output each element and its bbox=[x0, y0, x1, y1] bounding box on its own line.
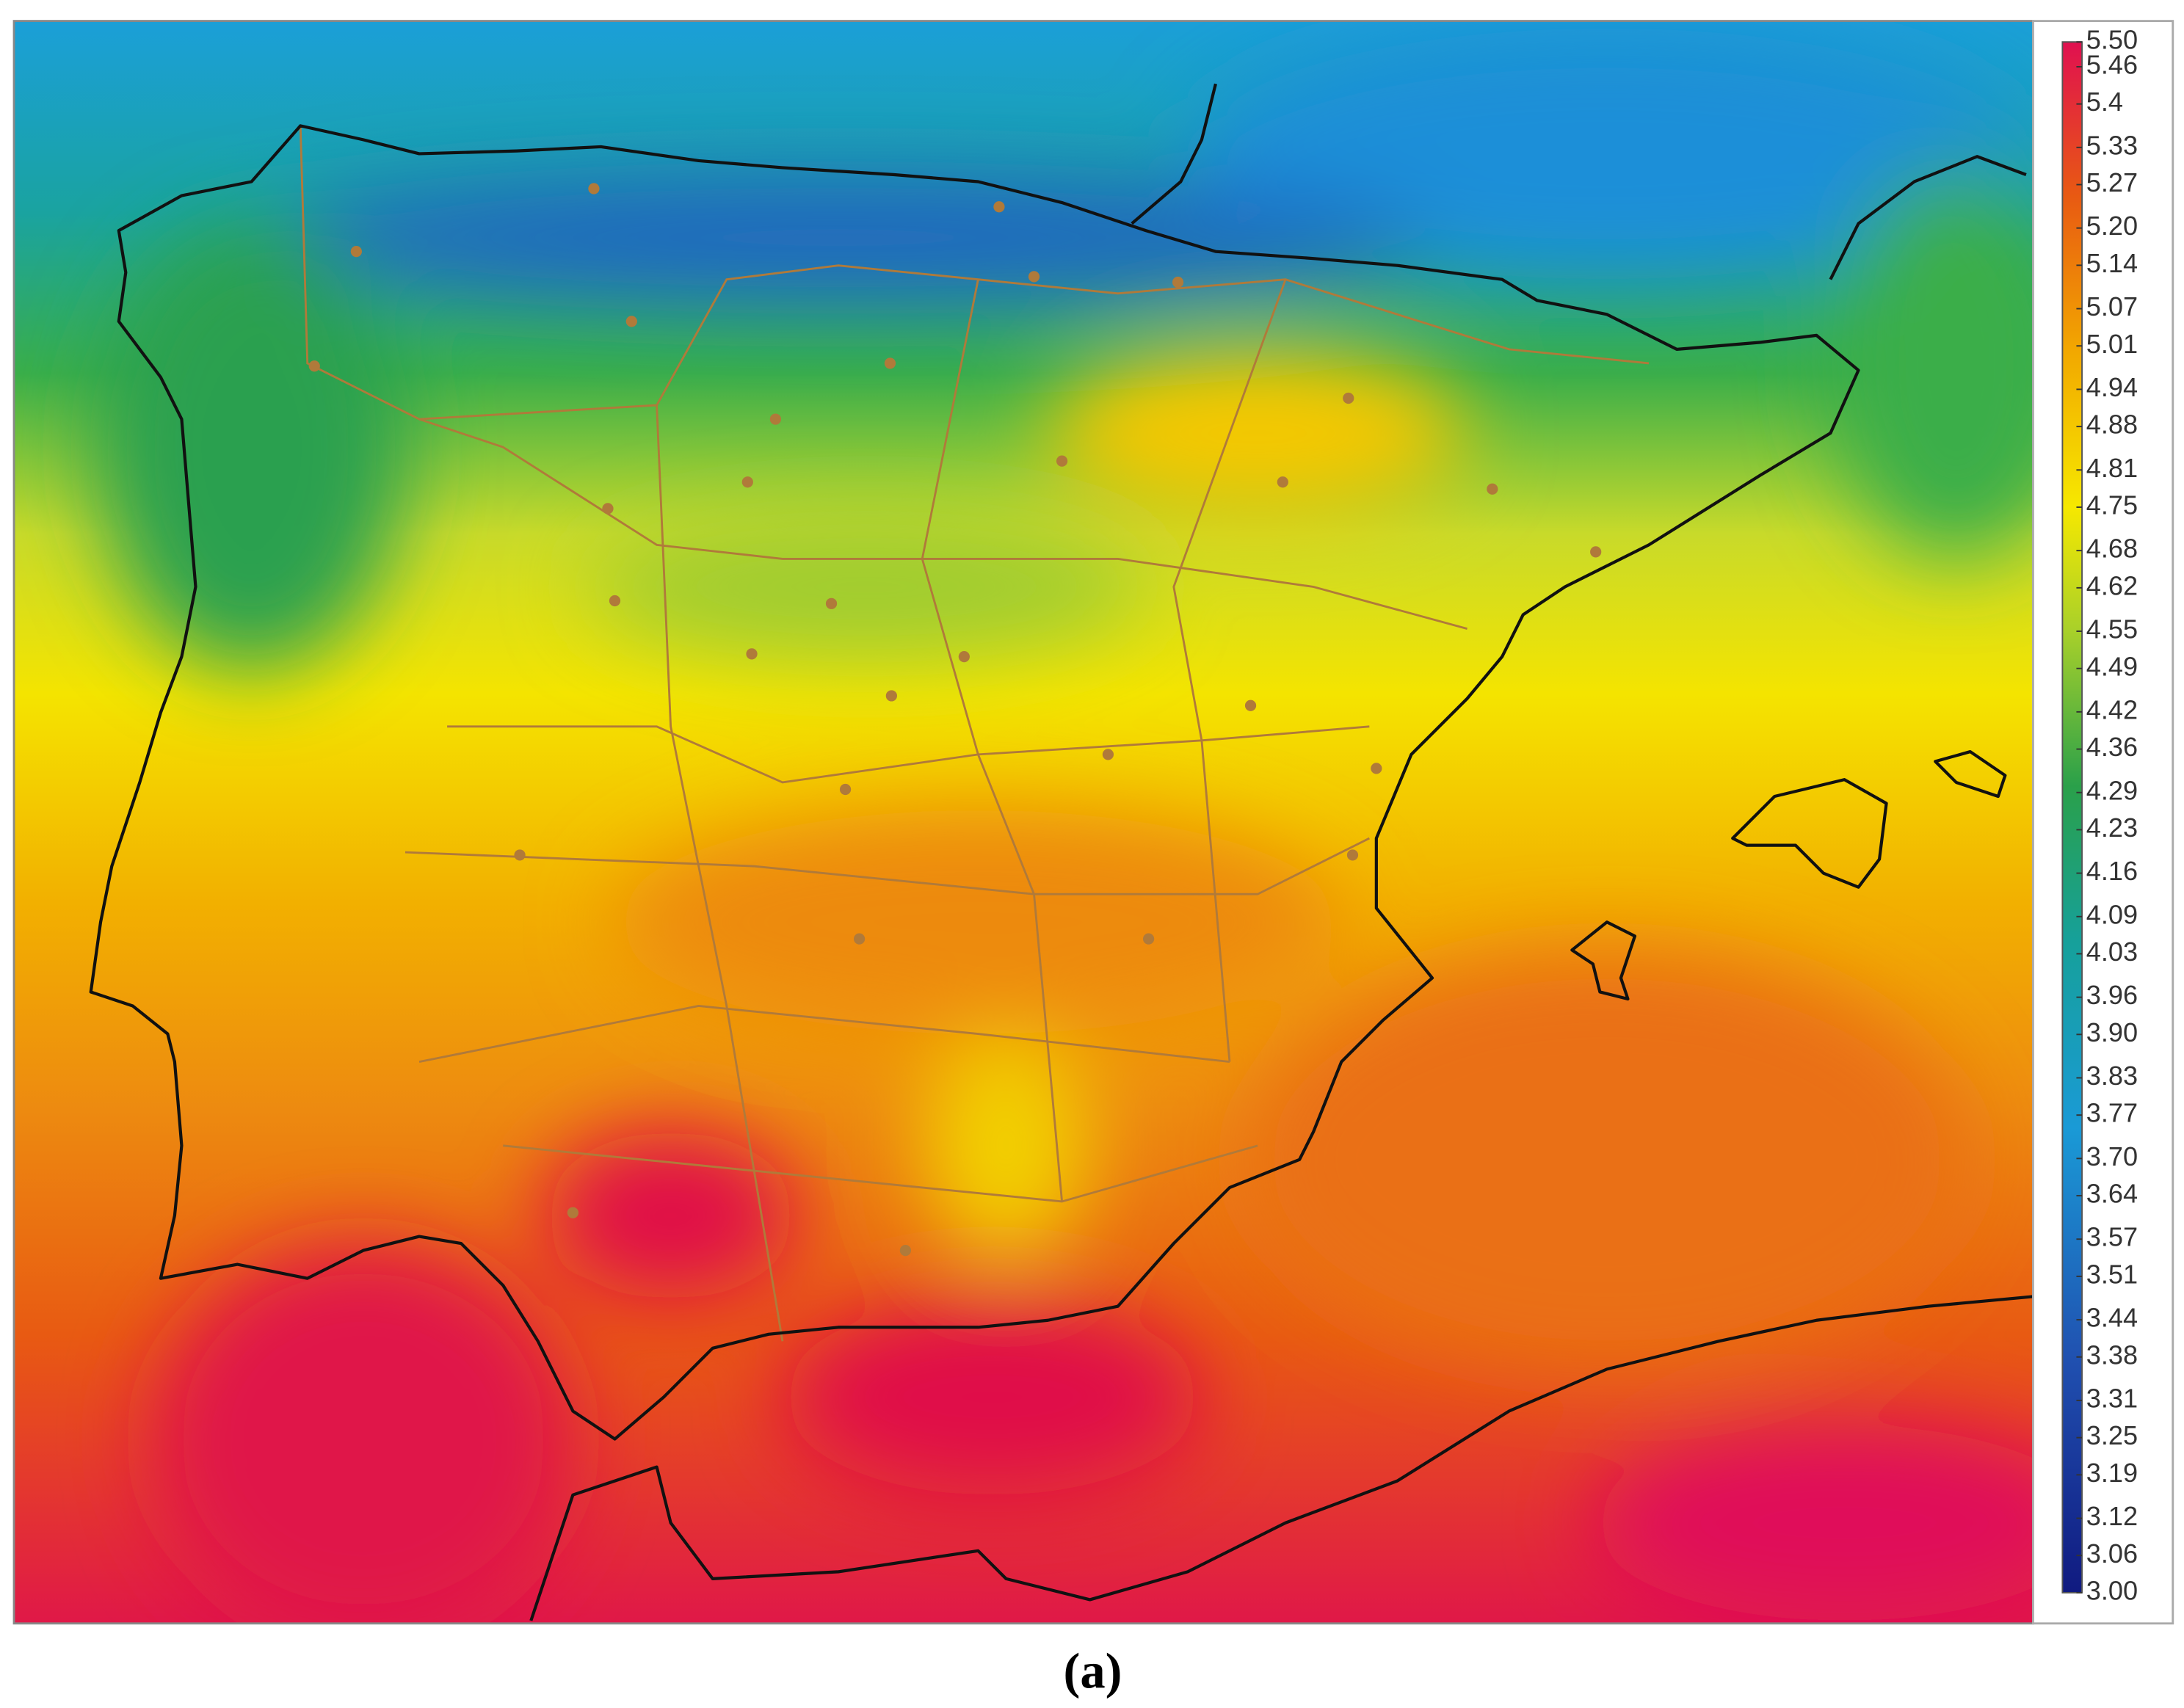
colorbar-tick-label: 4.36 bbox=[2086, 732, 2138, 762]
colorbar-tick-label: 5.4 bbox=[2086, 87, 2123, 117]
city-dots bbox=[308, 183, 1602, 1257]
colorbar-tick-label: 3.70 bbox=[2086, 1141, 2138, 1171]
colorbar-tick-label: 4.75 bbox=[2086, 490, 2138, 520]
colorbar-tick-label: 5.20 bbox=[2086, 211, 2138, 241]
colorbar-panel bbox=[2032, 20, 2174, 1625]
colorbar-tick-label: 3.51 bbox=[2086, 1259, 2138, 1289]
colorbar-tick-label: 3.19 bbox=[2086, 1458, 2138, 1488]
colorbar-tick-label: 4.81 bbox=[2086, 453, 2138, 483]
colorbar-tick-label: 5.14 bbox=[2086, 248, 2138, 278]
colorbar-tick-label: 3.31 bbox=[2086, 1383, 2138, 1413]
colorbar-tick-label: 3.96 bbox=[2086, 980, 2138, 1010]
colorbar-tick-label: 3.44 bbox=[2086, 1303, 2138, 1333]
heatmap bbox=[14, 21, 2034, 1624]
colorbar-tick-label: 4.68 bbox=[2086, 534, 2138, 564]
colorbar-tick-label: 4.88 bbox=[2086, 410, 2138, 440]
coastlines bbox=[89, 83, 2034, 1621]
colorbar-tick-label: 4.09 bbox=[2086, 899, 2138, 929]
colorbar-tick-label: 3.77 bbox=[2086, 1098, 2138, 1128]
province-borders bbox=[299, 126, 1650, 1342]
colorbar-tick-label: 4.23 bbox=[2086, 813, 2138, 843]
colorbar-tick-label: 3.00 bbox=[2086, 1575, 2138, 1605]
colorbar-tick-label: 3.57 bbox=[2086, 1222, 2138, 1252]
colorbar-tick-label: 3.25 bbox=[2086, 1420, 2138, 1450]
colorbar-tick-label: 5.33 bbox=[2086, 130, 2138, 160]
colorbar-tick-label: 4.03 bbox=[2086, 937, 2138, 967]
colorbar-tick-label: 3.90 bbox=[2086, 1017, 2138, 1047]
colorbar-tick-label: 4.55 bbox=[2086, 614, 2138, 644]
colorbar bbox=[2061, 41, 2083, 1593]
colorbar-tick-label: 4.49 bbox=[2086, 651, 2138, 681]
colorbar-tick-label: 5.07 bbox=[2086, 291, 2138, 321]
colorbar-tick-label: 5.01 bbox=[2086, 329, 2138, 359]
colorbar-tick-label: 4.42 bbox=[2086, 694, 2138, 724]
colorbar-tick-label: 5.27 bbox=[2086, 167, 2138, 197]
colorbar-tick-label: 3.83 bbox=[2086, 1061, 2138, 1091]
colorbar-tick-label: 3.12 bbox=[2086, 1501, 2138, 1531]
colorbar-tick-label: 3.64 bbox=[2086, 1179, 2138, 1209]
caption: (a) bbox=[1064, 1643, 1122, 1698]
colorbar-tick-label: 3.38 bbox=[2086, 1340, 2138, 1370]
colorbar-tick-label: 4.62 bbox=[2086, 570, 2138, 600]
colorbar-tick-label: 4.16 bbox=[2086, 856, 2138, 886]
colorbar-tick-label: 3.06 bbox=[2086, 1538, 2138, 1569]
colorbar-tick-label: 5.50 bbox=[2086, 25, 2138, 55]
colorbar-tick-label: 4.94 bbox=[2086, 372, 2138, 402]
colorbar-tick-label: 4.29 bbox=[2086, 775, 2138, 805]
colorbar-tick-label: 5.46 bbox=[2086, 50, 2138, 80]
